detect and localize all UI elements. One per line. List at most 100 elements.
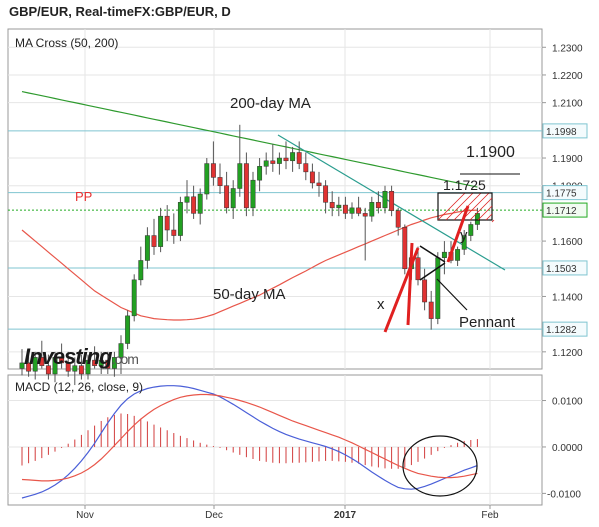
candle-body [382,190,388,209]
candle [402,224,408,275]
candle [309,163,315,189]
hatch-line [445,192,474,221]
candle-body [329,202,335,209]
x-axis-ticks: Nov Dec 2017 Feb [76,505,499,521]
candle-body [422,279,428,303]
candle [243,152,249,217]
candle [118,335,124,374]
ma200-label: 200-day MA [230,95,311,112]
hatch-line [461,192,490,221]
candle [356,196,362,217]
candle-body [125,315,131,344]
candle [270,144,276,172]
candle-body [276,157,282,164]
target-lower-label: 1.1725 [443,177,486,193]
candle [276,152,282,175]
candle [45,354,51,380]
candle [415,246,421,286]
candle-body [250,179,256,209]
candle-body [296,152,302,164]
candle [283,141,289,170]
candle [85,354,91,380]
candle-body [303,163,309,173]
candle-body [356,207,362,214]
candle-body [375,202,381,209]
price-tick-label: 1.1900 [552,154,583,165]
pennant-label: Pennant [459,314,516,331]
x-tick-label: Dec [205,510,223,521]
macd-gridlines [8,375,542,505]
candle [19,349,25,376]
candle-body [138,260,144,281]
macd-crossover-circle [402,435,478,497]
candle [92,346,98,369]
level-badge: 1.1503 [542,260,588,276]
investing-watermark: Investing.com [24,344,138,369]
candle-body [270,160,276,164]
macd-tick-label: -0.0100 [547,489,581,500]
candle-body [389,190,395,211]
candle [78,354,84,380]
candle [105,351,111,374]
macd-tick-label: 0.0100 [552,397,583,408]
projected-move-line [446,205,470,263]
ma-cross-label: MA Cross (50, 200) [15,36,118,50]
level-badge-text: 1.1775 [546,189,577,200]
candle [422,268,428,311]
candle-body [316,182,322,186]
candle-body [243,163,249,209]
candle-body [184,196,190,203]
candle [375,191,381,214]
candle-body [92,359,98,366]
candle-body [131,279,137,317]
candle [342,196,348,219]
candle-body [65,362,71,372]
macd-label: MACD (12, 26, close, 9) [15,380,143,394]
candle [59,343,65,369]
candle-body [428,301,434,319]
candle-body [39,357,45,366]
hatch-line [485,213,493,221]
candle-body [26,362,32,372]
candle-body [158,215,164,247]
candle [303,152,309,181]
candle [98,351,104,374]
candle-body [309,171,315,184]
pennant-pointer [436,278,468,311]
candle-body [144,235,150,261]
hatch-line [477,205,493,221]
candle [362,207,368,261]
candle-body [210,163,216,178]
level-badge: 1.1998 [542,123,588,139]
candle-body [78,365,84,375]
candle [296,141,302,170]
candle [151,218,157,255]
candle [435,252,441,325]
y-point-label: y [460,227,468,244]
level-badge-text: 1.1998 [546,127,577,138]
level-badge-box [542,260,588,276]
ma200-line [21,91,478,188]
x-tick-label: Feb [481,510,499,521]
level-badge-text: 1.1503 [546,264,577,275]
pp-label: PP [75,189,92,204]
pennant-outline [419,245,446,281]
candle [138,246,144,286]
candle [369,196,375,222]
candle [290,146,296,172]
candle [39,340,45,369]
level-badges: 1.1998 1.1775 1.1712 1.1503 1.1282 [542,123,588,337]
candle [164,205,170,242]
candle [191,185,197,219]
candle [336,196,342,217]
candle [65,351,71,377]
level-badge: 1.1282 [542,321,588,337]
candle-body [197,193,203,214]
candle [250,171,256,217]
candle [158,207,164,253]
level-badge-text: 1.1712 [546,206,577,217]
candle-body [217,177,223,186]
candle-body [19,362,25,369]
hatch-line [437,192,466,221]
